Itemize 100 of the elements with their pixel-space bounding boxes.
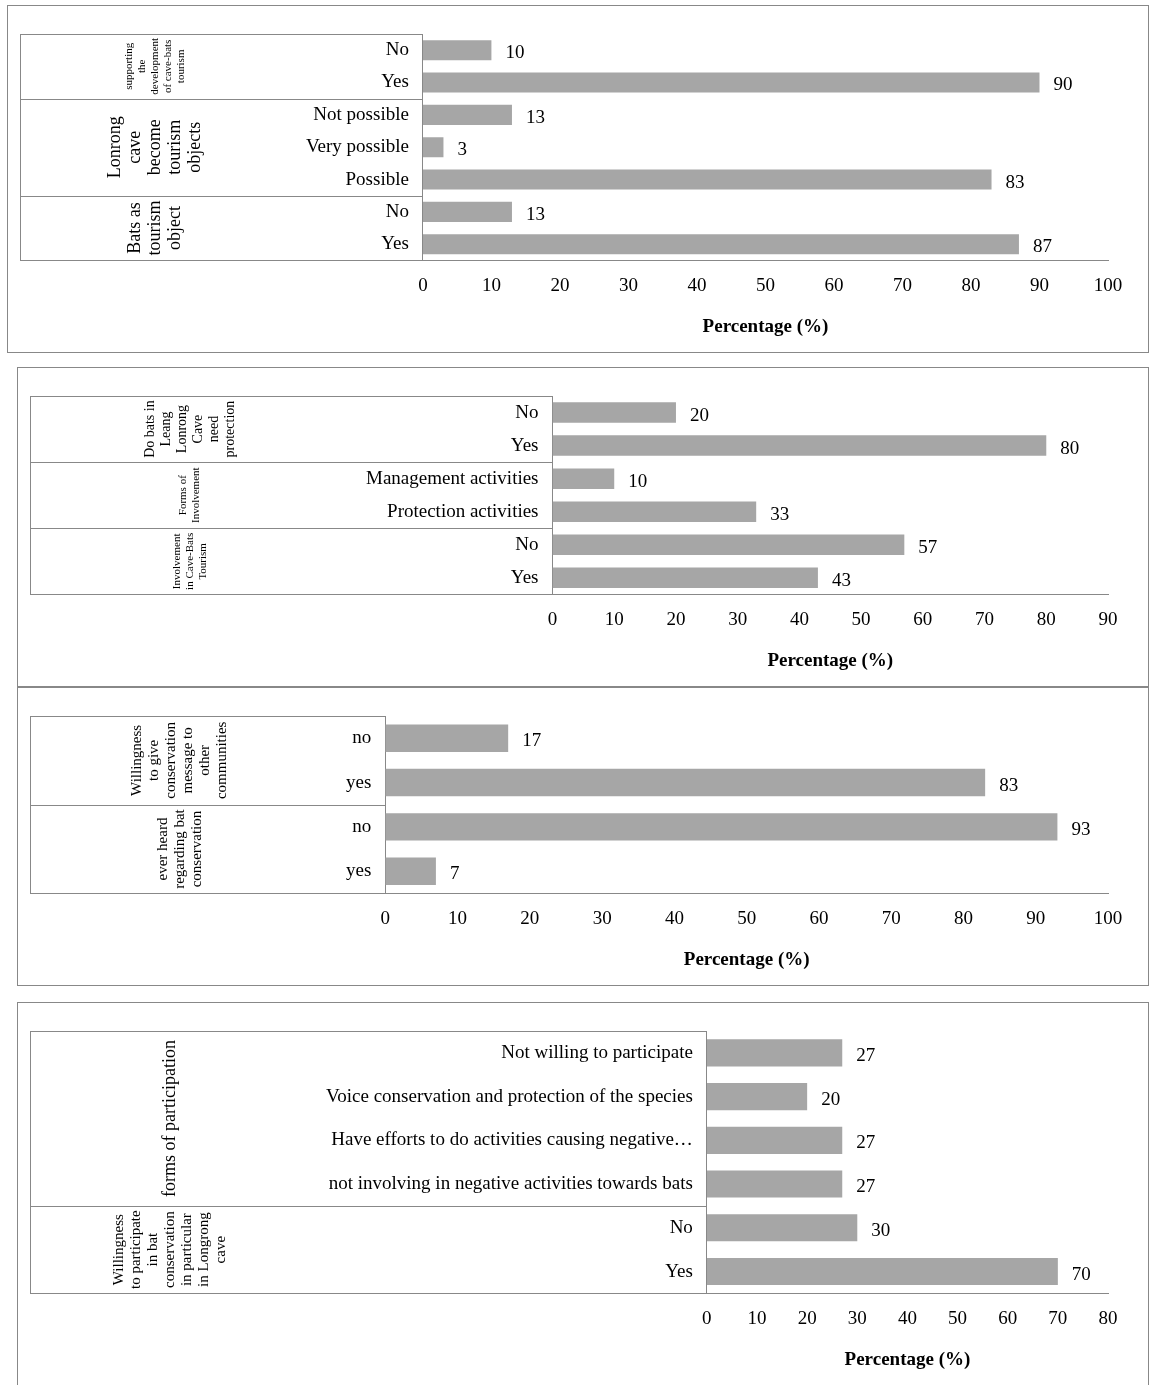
x-tick-label: 60 — [998, 1306, 1018, 1328]
x-tick-label: 100 — [1093, 273, 1123, 295]
text: Forms of Involvement — [176, 467, 202, 523]
x-tick-label: 40 — [897, 1306, 917, 1328]
y-tick-label: Possible — [345, 167, 409, 189]
data-label: 93 — [1071, 817, 1091, 839]
bar — [422, 169, 992, 190]
x-tick-label: 40 — [789, 607, 809, 629]
x-tick-label: 30 — [728, 607, 748, 629]
data-label: 17 — [522, 729, 542, 751]
bar — [552, 402, 676, 423]
x-axis-title: Percentage (%) — [844, 1347, 971, 1370]
data-label: 27 — [856, 1043, 876, 1065]
data-label: 20 — [689, 403, 709, 425]
bar — [422, 201, 512, 222]
y-tick-label: Yes — [510, 565, 539, 587]
bar — [552, 501, 757, 522]
x-tick-label: 100 — [1093, 906, 1123, 928]
data-label: 30 — [871, 1218, 891, 1240]
y-tick-label: Yes — [381, 70, 409, 92]
text: Involvement in Cave-Bats Tourism — [169, 532, 208, 590]
x-axis-title: Percentage (%) — [702, 314, 829, 337]
x-tick-label: 80 — [1098, 1306, 1118, 1328]
bar — [552, 567, 818, 589]
data-label: 83 — [1005, 170, 1025, 192]
y-tick-label: No — [515, 532, 539, 554]
bar — [385, 724, 509, 752]
x-tick-label: 60 — [809, 906, 829, 928]
text: Willingness to participate in bat conservation in particular in Longrong cave — [109, 1209, 228, 1290]
text: Willingness to give conservation message to other communities — [128, 721, 230, 800]
x-tick-label: 50 — [737, 906, 757, 928]
x-tick-label: 80 — [953, 906, 973, 928]
x-tick-label: 80 — [1036, 607, 1056, 629]
data-label: 70 — [1071, 1262, 1091, 1284]
data-label: 90 — [1053, 73, 1073, 95]
x-tick-label: 50 — [851, 607, 871, 629]
bar — [385, 813, 1058, 841]
x-tick-label: 0 — [418, 273, 428, 295]
x-tick-label: 40 — [664, 906, 684, 928]
x-tick-label: 90 — [1026, 906, 1046, 928]
y-tick-label: not involving in negative activities towards bats — [328, 1172, 693, 1194]
x-tick-label: 10 — [604, 607, 624, 629]
y-tick-label: No — [669, 1215, 693, 1237]
text: Bats as tourism object — [123, 200, 184, 256]
x-tick-label: 10 — [448, 906, 468, 928]
bar — [706, 1039, 843, 1067]
x-tick-label: 60 — [913, 607, 933, 629]
x-tick-label: 20 — [666, 607, 686, 629]
bar — [422, 104, 512, 125]
data-label: 7 — [449, 862, 460, 884]
data-label: 20 — [821, 1087, 841, 1109]
text: Do bats in Leang Lonrong Cave need protection — [141, 400, 237, 458]
y-tick-label: No — [385, 199, 409, 221]
y-tick-label: Management activities — [365, 466, 539, 488]
x-tick-label: 70 — [975, 607, 995, 629]
text: forms of participation — [158, 1039, 179, 1197]
y-tick-label: Have efforts to do activities causing negative… — [331, 1128, 693, 1150]
x-tick-label: 10 — [747, 1306, 767, 1328]
x-tick-label: 70 — [881, 906, 901, 928]
y-tick-label: Very possible — [306, 135, 409, 157]
x-tick-label: 0 — [547, 607, 558, 629]
bar — [552, 534, 905, 556]
bar — [422, 40, 492, 61]
bar — [552, 435, 1047, 456]
bar — [706, 1214, 858, 1242]
text: Lonrong cave become tourism objects — [103, 116, 204, 179]
bar — [706, 1126, 843, 1154]
data-label: 83 — [999, 773, 1019, 795]
x-tick-label: 60 — [824, 273, 844, 295]
y-tick-label: yes — [346, 859, 372, 881]
data-label: 80 — [1060, 436, 1080, 458]
x-tick-label: 20 — [797, 1306, 817, 1328]
y-tick-label: Yes — [381, 232, 409, 254]
x-tick-label: 90 — [1029, 273, 1049, 295]
bar — [706, 1083, 808, 1111]
x-axis-title: Percentage (%) — [683, 947, 810, 970]
data-label: 10 — [628, 469, 648, 491]
x-tick-label: 20 — [550, 273, 570, 295]
bar — [422, 72, 1040, 93]
x-tick-label: 30 — [592, 906, 612, 928]
bar — [706, 1170, 843, 1198]
y-tick-label: No — [385, 38, 409, 60]
x-tick-label: 70 — [1048, 1306, 1068, 1328]
x-tick-label: 40 — [687, 273, 707, 295]
y-tick-label: no — [352, 726, 372, 748]
bar — [552, 468, 615, 489]
x-tick-label: 30 — [618, 273, 638, 295]
data-label: 57 — [918, 535, 938, 557]
y-tick-label: Yes — [510, 433, 539, 455]
y-tick-label: Protection activities — [387, 499, 539, 521]
data-label: 27 — [856, 1175, 876, 1197]
bar — [385, 857, 436, 885]
data-label: 87 — [1032, 235, 1052, 257]
bar — [385, 768, 986, 797]
y-tick-label: Not possible — [313, 102, 409, 124]
x-tick-label: 0 — [380, 906, 391, 928]
data-label: 3 — [457, 138, 467, 160]
data-label: 33 — [770, 502, 790, 524]
x-tick-label: 70 — [892, 273, 912, 295]
y-tick-label: yes — [346, 770, 372, 792]
